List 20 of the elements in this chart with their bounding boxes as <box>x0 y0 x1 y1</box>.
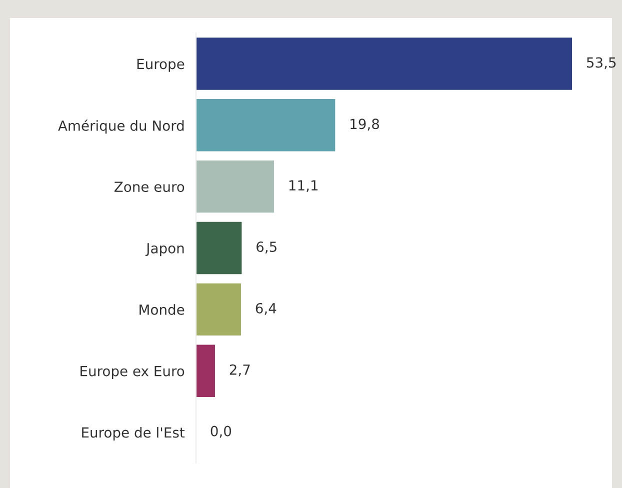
y-tick-label: Zone euro <box>114 182 184 192</box>
bar <box>196 283 241 336</box>
y-tick-label: Europe de l'Est <box>82 427 185 440</box>
bar <box>196 99 336 152</box>
bar <box>196 344 215 397</box>
y-tick-label: Japon <box>145 243 184 256</box>
data-label: 53,5 <box>586 57 616 70</box>
data-label: 0,0 <box>210 426 232 438</box>
bar <box>196 222 242 274</box>
y-tick-label: Monde <box>140 304 184 315</box>
bar <box>196 38 572 90</box>
y-tick-label: Europe <box>137 58 184 72</box>
y-tick-label: Amérique du Nord <box>58 120 184 134</box>
bar <box>196 160 274 213</box>
data-label: 11,1 <box>289 180 318 192</box>
data-label: 2,7 <box>230 364 250 376</box>
data-label: 19,8 <box>350 118 380 131</box>
y-tick-label: Europe ex Euro <box>80 366 184 380</box>
data-label: 6,5 <box>256 242 276 254</box>
data-label: 6,4 <box>256 302 276 315</box>
